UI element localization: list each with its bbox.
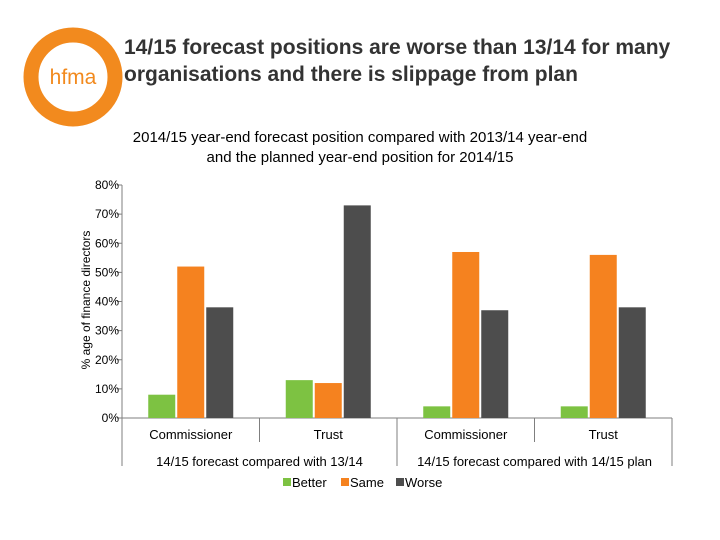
logo-text: hfma [50,66,97,89]
y-tick-label: 40% [95,295,119,309]
y-tick-label: 60% [95,236,119,250]
group-label: 14/15 forecast compared with 14/15 plan [417,454,652,469]
bar-same [589,254,617,418]
bar-worse [343,205,371,418]
category-label: Commissioner [424,427,508,442]
bar-worse [206,307,234,418]
bar-better [423,406,451,418]
y-tick-label: 50% [95,265,119,279]
y-tick-label: 70% [95,207,119,221]
y-axis-title: % age of finance directors [79,231,93,370]
legend-label-same: Same [350,475,384,490]
y-tick-label: 30% [95,324,119,338]
category-label: Commissioner [149,427,233,442]
bar-better [148,394,176,418]
bar-better [560,406,588,418]
hfma-logo: hfma [20,24,126,130]
bar-worse [481,310,509,418]
bar-same [452,251,480,418]
logo-ring [23,27,123,127]
chart-title: 2014/15 year-end forecast position compa… [132,129,588,166]
legend-swatch-worse [396,478,404,486]
legend-swatch-better [283,478,291,486]
y-tick-label: 10% [95,382,119,396]
y-tick-label: 80% [95,178,119,192]
bar-worse [618,307,646,418]
slide-headline: 14/15 forecast positions are worse than … [124,36,671,86]
y-tick-label: 0% [102,411,120,425]
bar-better [285,380,313,418]
bar-same [177,266,205,418]
legend-swatch-same [341,478,349,486]
legend-label-worse: Worse [405,475,442,490]
category-label: Trust [589,427,619,442]
legend-label-better: Better [292,475,327,490]
y-tick-label: 20% [95,353,119,367]
category-label: Trust [314,427,344,442]
bar-same [314,383,342,418]
group-label: 14/15 forecast compared with 13/14 [156,454,363,469]
